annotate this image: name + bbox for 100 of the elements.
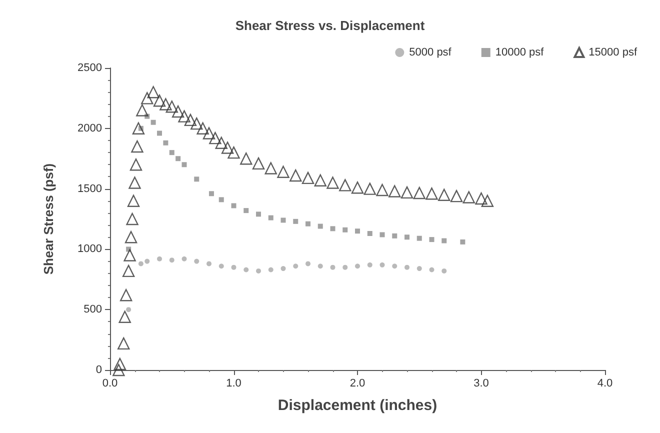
point (268, 215, 274, 220)
point (126, 307, 132, 312)
point (252, 157, 265, 170)
point (136, 104, 148, 116)
y-tick-label: 500 (84, 304, 102, 316)
point (157, 130, 162, 136)
point (127, 194, 140, 207)
point (118, 310, 131, 323)
point (342, 227, 348, 232)
point (206, 261, 212, 266)
point (194, 258, 200, 264)
point (481, 194, 494, 207)
point (182, 256, 187, 262)
point (280, 218, 286, 223)
x-tick-label: 4.0 (597, 378, 613, 390)
point (132, 122, 145, 134)
point (150, 120, 156, 125)
point (112, 364, 125, 376)
point (438, 188, 450, 201)
point (178, 110, 190, 122)
point (124, 231, 138, 244)
point (351, 181, 364, 194)
point (153, 94, 166, 107)
point (157, 256, 162, 262)
point (293, 264, 298, 269)
point (330, 226, 336, 232)
point (160, 98, 172, 110)
point (318, 264, 323, 269)
point (172, 105, 184, 118)
point (339, 179, 352, 192)
chart-title: Shear Stress vs. Displacement (235, 18, 426, 33)
point (413, 186, 426, 200)
point (400, 186, 414, 199)
point (277, 166, 290, 178)
point (306, 221, 310, 226)
point (147, 86, 160, 98)
point (450, 190, 463, 202)
point (209, 132, 222, 144)
point (388, 185, 401, 198)
point (218, 197, 224, 202)
point (404, 234, 410, 240)
point (166, 100, 178, 113)
point (268, 267, 274, 272)
point (460, 239, 466, 244)
point (182, 162, 187, 168)
point (380, 262, 385, 268)
point (256, 268, 261, 274)
point (442, 238, 447, 244)
y-tick-label: 2000 (78, 122, 102, 134)
point (120, 289, 132, 302)
x-tick-label: 3.0 (474, 378, 489, 390)
legend-label: 10000 psf (495, 46, 545, 58)
point (364, 182, 376, 195)
point (426, 188, 438, 200)
point (196, 122, 209, 134)
point (264, 162, 277, 174)
point (194, 176, 200, 182)
point (130, 158, 142, 171)
point (141, 92, 154, 104)
y-tick-label: 2500 (78, 62, 102, 74)
point (404, 264, 410, 270)
point (131, 140, 144, 153)
point (342, 264, 348, 270)
point (330, 264, 336, 270)
point (380, 232, 385, 238)
x-tick-label: 1.0 (226, 378, 242, 390)
point (376, 184, 388, 196)
legend-label: 5000 psf (409, 46, 452, 58)
point (392, 233, 398, 238)
point (416, 236, 422, 241)
point (184, 114, 197, 126)
y-tick-label: 1500 (78, 182, 102, 195)
point (416, 266, 422, 272)
y-axis-title: Shear Stress (psf) (41, 163, 56, 275)
point (176, 156, 181, 162)
point (256, 212, 261, 217)
point (314, 174, 326, 186)
point (462, 191, 475, 204)
legend-label: 15000 psf (588, 46, 638, 58)
point (122, 264, 135, 278)
point (392, 264, 398, 269)
point (355, 228, 360, 234)
point (169, 258, 174, 263)
point (306, 261, 310, 266)
y-tick-label: 0 (96, 364, 102, 376)
point (218, 264, 224, 269)
point (138, 261, 144, 266)
point (190, 117, 203, 130)
point (475, 192, 488, 205)
point (215, 136, 228, 149)
point (442, 268, 447, 274)
point (231, 264, 236, 270)
point (290, 169, 302, 182)
point (208, 191, 214, 196)
x-axis-title: Displacement (inches) (278, 397, 438, 414)
point (244, 267, 249, 272)
point (202, 127, 216, 140)
point (367, 262, 372, 268)
point (144, 258, 150, 264)
point (293, 218, 298, 224)
